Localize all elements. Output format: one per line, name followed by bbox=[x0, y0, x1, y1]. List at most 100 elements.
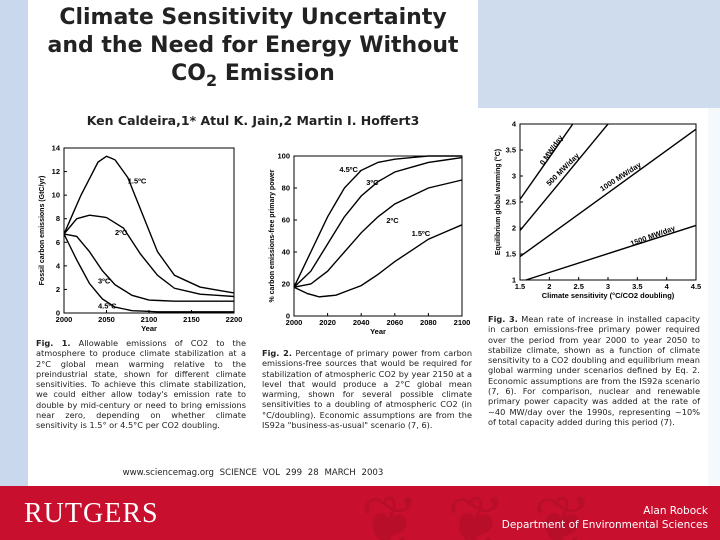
y-tick-label: 8 bbox=[56, 214, 60, 223]
series-line bbox=[519, 123, 574, 200]
y-tick-label: 0 bbox=[286, 312, 290, 321]
series-line bbox=[293, 155, 462, 288]
figure-3-caption: Fig. 3. Mean rate of increase in install… bbox=[488, 314, 700, 427]
presenter-department: Department of Environmental Sciences bbox=[501, 519, 708, 531]
series-label: 1500 MW/day bbox=[629, 223, 677, 248]
y-tick-label: 100 bbox=[277, 152, 290, 161]
series-label: 3ºC bbox=[98, 277, 111, 286]
y-tick-label: 20 bbox=[282, 280, 290, 289]
series-line bbox=[63, 155, 235, 294]
x-tick-label: 2060 bbox=[386, 318, 403, 327]
paper-page-right bbox=[478, 108, 708, 486]
y-axis-label: % carbon emissions-free primary power bbox=[269, 169, 276, 302]
y-tick-label: 4 bbox=[56, 261, 61, 270]
x-tick-label: 3 bbox=[606, 282, 610, 291]
x-tick-label: 2.5 bbox=[573, 282, 583, 291]
y-tick-label: 12 bbox=[52, 167, 60, 176]
series-line bbox=[519, 123, 609, 232]
series-line bbox=[63, 214, 235, 298]
x-axis-label: Year bbox=[141, 324, 157, 333]
series-label: 3ºC bbox=[366, 178, 379, 187]
title-co2-subscript: 2 bbox=[206, 71, 218, 90]
figure-3-caption-lead: Fig. 3. bbox=[488, 314, 518, 324]
author-list: Ken Caldeira,1* Atul K. Jain,2 Martin I.… bbox=[86, 113, 420, 128]
x-tick-label: 2100 bbox=[141, 315, 158, 324]
journal-footer: www.sciencemag.org SCIENCE VOL 299 28 MA… bbox=[122, 468, 384, 478]
x-tick-label: 2000 bbox=[56, 315, 73, 324]
x-tick-label: 2200 bbox=[226, 315, 243, 324]
series-line bbox=[63, 233, 234, 313]
series-label: 1.5ºC bbox=[412, 229, 431, 238]
y-tick-label: 3.5 bbox=[506, 146, 516, 155]
x-tick-label: 2 bbox=[547, 282, 551, 291]
title-line-2: and the Need for Energy Without bbox=[47, 33, 459, 58]
title-co2: CO bbox=[171, 61, 207, 86]
figure-2-caption-text: Percentage of primary power from carbon … bbox=[262, 348, 473, 431]
figure-1-chart: 2000 2050 2100 2150 2200 0 2 4 6 8 10 12 14 Year Fossi… bbox=[39, 144, 243, 334]
presenter-block: Alan Robock Department of Environmental … bbox=[502, 504, 708, 532]
x-tick-label: 3.5 bbox=[632, 282, 642, 291]
presenter-name: Alan Robock bbox=[643, 505, 708, 517]
figure-1-caption: Fig. 1. Allowable emissions of CO2 to th… bbox=[36, 338, 246, 431]
y-tick-label: 0 bbox=[56, 309, 60, 318]
series-line bbox=[63, 233, 234, 302]
series-line bbox=[519, 128, 697, 258]
banner-watermark: ❦ ❦ ❦ bbox=[360, 486, 597, 540]
x-tick-label: 2080 bbox=[420, 318, 437, 327]
figure-3-caption-text: Mean rate of increase in installed capac… bbox=[488, 314, 700, 427]
y-tick-label: 2 bbox=[512, 224, 516, 233]
plot-frame bbox=[519, 123, 697, 281]
series-label: 4.5ºC bbox=[339, 165, 358, 174]
y-tick-label: 4 bbox=[512, 120, 517, 129]
title-emission: Emission bbox=[217, 61, 335, 86]
plot-frame bbox=[293, 155, 463, 317]
series-label: 4.5ºC bbox=[98, 301, 117, 310]
x-tick-label: 2050 bbox=[98, 315, 115, 324]
x-tick-label: 2150 bbox=[183, 315, 200, 324]
series-line bbox=[525, 224, 697, 281]
left-blue-band bbox=[0, 0, 28, 486]
x-tick-label: 1.5 bbox=[515, 282, 525, 291]
title-line-3: CO2 Emission bbox=[28, 60, 478, 90]
series-label: 1.5ºC bbox=[128, 176, 147, 185]
y-tick-label: 2 bbox=[56, 285, 60, 294]
series-label: 1000 MW/day bbox=[598, 160, 643, 194]
rutgers-logo: RUTGERS bbox=[24, 498, 159, 529]
right-blue-band bbox=[478, 0, 720, 108]
x-tick-label: 2000 bbox=[286, 318, 303, 327]
figure-2-caption-lead: Fig. 2. bbox=[262, 348, 292, 358]
y-tick-label: 14 bbox=[52, 144, 61, 153]
series-label: 2ºC bbox=[386, 216, 399, 225]
x-axis-label: Year bbox=[370, 327, 386, 336]
x-tick-label: 4 bbox=[665, 282, 670, 291]
y-tick-label: 80 bbox=[282, 184, 290, 193]
y-tick-label: 40 bbox=[282, 248, 290, 257]
paper-title: Climate Sensitivity Uncertainty and the … bbox=[28, 4, 478, 90]
title-line-1: Climate Sensitivity Uncertainty bbox=[59, 5, 447, 30]
figure-1-caption-text: Allowable emissions of CO2 to the atmosp… bbox=[36, 338, 246, 431]
x-tick-label: 4.5 bbox=[691, 282, 701, 291]
y-axis-label: Fossil carbon emissions (GtC/yr) bbox=[39, 176, 46, 286]
y-tick-label: 1 bbox=[512, 276, 516, 285]
paper-page bbox=[28, 0, 478, 486]
figure-2-chart: 2000 2020 2040 2060 2080 2100020406080100Year… bbox=[269, 152, 471, 337]
series-line bbox=[293, 156, 463, 288]
x-tick-label: 2040 bbox=[353, 318, 370, 327]
y-tick-label: 60 bbox=[282, 216, 290, 225]
bottom-banner: ❦ ❦ ❦ RUTGERS Alan Robock Department of … bbox=[0, 486, 720, 540]
y-tick-label: 3 bbox=[512, 172, 516, 181]
x-tick-label: 2020 bbox=[319, 318, 336, 327]
series-label: 2ºC bbox=[115, 228, 128, 237]
y-tick-label: 6 bbox=[56, 238, 60, 247]
series-line bbox=[293, 224, 463, 298]
y-tick-label: 2.5 bbox=[506, 198, 516, 207]
x-tick-label: 2100 bbox=[454, 318, 471, 327]
y-tick-label: 10 bbox=[52, 191, 60, 200]
y-axis-label: Equilibrium global warming (°C) bbox=[494, 149, 502, 255]
series-line bbox=[293, 179, 463, 288]
figure-1-caption-lead: Fig. 1. bbox=[36, 338, 71, 348]
y-tick-label: 1.5 bbox=[506, 250, 516, 259]
x-axis-label: Climate sensitivity (°C/CO2 doubling) bbox=[542, 291, 675, 300]
series-label: 0 MW/day bbox=[538, 133, 566, 167]
